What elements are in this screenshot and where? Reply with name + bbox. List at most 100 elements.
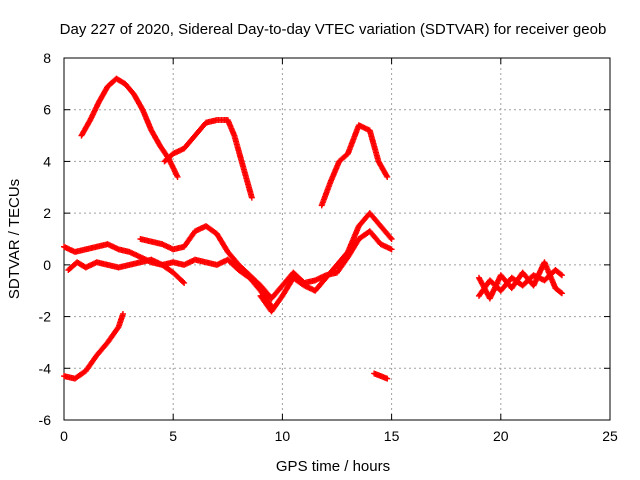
series-arc-2 <box>161 117 255 201</box>
data-point <box>139 106 146 113</box>
x-tick-label: 15 <box>384 428 400 444</box>
data-point <box>497 287 504 294</box>
data-point <box>202 223 209 230</box>
data-point <box>61 373 67 380</box>
data-point <box>119 310 126 317</box>
data-point <box>122 80 129 87</box>
x-axis-label: GPS time / hours <box>276 458 390 475</box>
series-marker <box>180 278 187 285</box>
data-point <box>148 238 155 245</box>
data-point <box>508 274 515 281</box>
data-point <box>486 277 493 284</box>
series-arc-12 <box>475 259 565 302</box>
y-axis-label: SDTVAR / TECUs <box>6 179 23 299</box>
series-marker <box>557 289 564 296</box>
data-point <box>82 264 89 271</box>
data-points <box>61 75 565 382</box>
data-point <box>558 272 565 279</box>
data-point <box>377 223 384 230</box>
data-point <box>161 158 168 165</box>
series-marker <box>383 172 390 179</box>
data-point <box>82 246 89 253</box>
data-point <box>202 259 209 266</box>
data-point <box>384 375 391 382</box>
data-point <box>95 98 102 105</box>
data-point <box>148 256 155 263</box>
data-point <box>388 236 395 242</box>
data-point <box>248 194 255 201</box>
y-tick-label: 2 <box>43 205 51 221</box>
series-arc-9 <box>61 310 126 382</box>
data-point <box>137 236 144 242</box>
data-point <box>279 292 286 299</box>
data-point <box>104 241 111 248</box>
data-point <box>323 272 330 279</box>
data-point <box>224 256 231 263</box>
data-point <box>93 259 100 266</box>
series-marker <box>557 271 564 278</box>
data-point <box>170 246 177 253</box>
data-point <box>224 117 231 124</box>
data-point <box>279 282 286 289</box>
data-point <box>497 272 504 279</box>
x-tick-label: 5 <box>169 428 177 444</box>
series-arc-6 <box>137 223 275 302</box>
data-point <box>377 373 384 380</box>
data-point <box>137 254 144 261</box>
data-point <box>268 308 275 315</box>
data-point <box>170 269 177 276</box>
data-point <box>519 282 526 289</box>
data-point <box>519 269 526 276</box>
x-tick-label: 0 <box>60 428 68 444</box>
data-point <box>104 83 111 90</box>
y-tick-label: 0 <box>43 257 51 273</box>
data-point <box>327 179 334 186</box>
data-point <box>87 117 94 124</box>
data-point <box>213 230 220 237</box>
data-point <box>530 282 537 289</box>
chart-title: Day 227 of 2020, Sidereal Day-to-day VTE… <box>60 21 607 38</box>
data-point <box>312 287 319 294</box>
data-point <box>541 277 548 284</box>
y-tick-label: -4 <box>39 360 52 376</box>
data-point <box>388 246 395 253</box>
data-point <box>74 259 81 266</box>
data-point <box>336 158 343 165</box>
data-point <box>159 261 166 268</box>
data-point <box>174 173 181 180</box>
data-point <box>268 295 275 302</box>
data-point <box>257 282 264 289</box>
data-point <box>192 228 199 235</box>
data-point <box>113 75 120 82</box>
data-point <box>61 243 67 250</box>
y-tick-label: -2 <box>39 309 52 325</box>
data-point <box>213 261 220 268</box>
y-tick-label: -6 <box>39 412 52 428</box>
data-point <box>115 264 122 271</box>
data-point <box>181 279 188 286</box>
x-tick-label: 10 <box>275 428 291 444</box>
data-point <box>475 274 482 281</box>
y-tick-label: 8 <box>43 50 51 66</box>
data-point <box>246 272 253 279</box>
data-point <box>344 150 351 157</box>
data-point <box>334 261 340 268</box>
y-tick-label: 6 <box>43 102 51 118</box>
series-marker <box>387 234 394 241</box>
series-arc-11 <box>475 267 565 299</box>
data-point <box>355 122 362 129</box>
data-point <box>240 163 247 170</box>
data-point <box>486 295 493 302</box>
data-point <box>104 261 111 268</box>
data-point <box>82 367 89 374</box>
data-point <box>290 269 297 276</box>
data-point <box>384 173 391 180</box>
data-point <box>71 248 78 255</box>
data-point <box>312 277 319 284</box>
data-point <box>71 375 78 382</box>
data-point <box>93 352 100 359</box>
data-point <box>375 158 382 165</box>
data-point <box>130 91 137 98</box>
data-point <box>355 223 362 230</box>
series-arc-3 <box>318 122 391 209</box>
